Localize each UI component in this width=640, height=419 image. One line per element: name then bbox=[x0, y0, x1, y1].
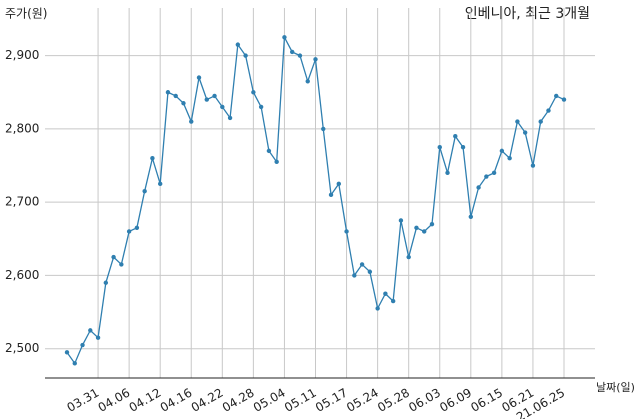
y-tick-label: 2,800 bbox=[5, 121, 39, 135]
data-point bbox=[460, 145, 466, 150]
data-point bbox=[189, 119, 194, 124]
data-point bbox=[390, 298, 396, 304]
x-tick-label: 04.12 bbox=[127, 386, 164, 415]
data-point bbox=[499, 148, 505, 154]
data-point bbox=[119, 262, 124, 267]
x-tick-label: 06.15 bbox=[468, 386, 505, 415]
data-point bbox=[429, 221, 435, 227]
data-point bbox=[220, 104, 225, 110]
data-point bbox=[142, 188, 147, 194]
x-axis-label: 날짜(일) bbox=[596, 380, 635, 394]
data-point bbox=[95, 335, 101, 340]
data-point bbox=[173, 93, 178, 99]
data-point bbox=[383, 291, 388, 296]
data-point bbox=[297, 53, 303, 58]
data-point bbox=[126, 229, 132, 234]
data-point bbox=[313, 57, 318, 62]
data-point bbox=[445, 170, 450, 176]
chart-title: 인베니아, 최근 3개월 bbox=[465, 6, 590, 22]
x-tick-label: 05.24 bbox=[344, 386, 381, 415]
data-point bbox=[328, 192, 334, 198]
data-point bbox=[538, 119, 543, 124]
data-point bbox=[453, 134, 458, 139]
x-tick-label: 05.28 bbox=[375, 386, 412, 415]
data-point bbox=[367, 269, 373, 274]
data-point bbox=[561, 97, 567, 102]
data-point bbox=[157, 181, 163, 187]
x-tick-label: 04.22 bbox=[189, 386, 226, 415]
x-tick-label: 04.06 bbox=[96, 386, 133, 415]
data-point bbox=[227, 115, 233, 121]
data-point bbox=[522, 130, 528, 135]
y-tick-label: 2,500 bbox=[5, 341, 39, 355]
y-tick-label: 2,700 bbox=[5, 195, 39, 209]
data-point bbox=[165, 90, 171, 95]
data-point bbox=[72, 361, 77, 366]
data-point bbox=[274, 159, 279, 165]
data-point bbox=[290, 49, 295, 55]
data-point bbox=[507, 155, 512, 161]
data-point bbox=[422, 229, 427, 234]
x-tick-label: 06.03 bbox=[406, 386, 443, 415]
data-point bbox=[134, 225, 140, 231]
data-point bbox=[282, 35, 287, 40]
data-point bbox=[204, 97, 209, 102]
data-point bbox=[554, 93, 559, 99]
x-tick-label: 03.31 bbox=[65, 386, 102, 415]
data-point bbox=[64, 350, 70, 355]
x-tick-label: 05.11 bbox=[282, 386, 319, 415]
data-point bbox=[468, 214, 474, 220]
x-tick-label: 04.16 bbox=[158, 386, 195, 415]
data-point bbox=[181, 101, 186, 106]
data-point bbox=[305, 79, 310, 84]
data-point bbox=[546, 108, 551, 113]
x-tick-label: 05.04 bbox=[251, 386, 288, 415]
data-point bbox=[530, 163, 536, 168]
data-point bbox=[359, 262, 365, 267]
data-point bbox=[243, 53, 248, 58]
x-tick-label: 06.09 bbox=[437, 386, 474, 415]
data-point bbox=[437, 145, 442, 150]
y-tick-label: 2,600 bbox=[5, 268, 39, 282]
data-point bbox=[406, 254, 411, 260]
data-point bbox=[80, 342, 85, 348]
y-tick-label: 2,900 bbox=[5, 48, 39, 62]
data-point bbox=[352, 273, 357, 278]
data-point bbox=[515, 119, 520, 124]
y-axis-label: 주가(원) bbox=[5, 7, 47, 21]
data-point bbox=[111, 254, 116, 260]
data-point bbox=[398, 218, 404, 223]
x-tick-label: 05.17 bbox=[313, 386, 350, 415]
data-point bbox=[476, 185, 481, 190]
data-point bbox=[258, 104, 264, 110]
data-point bbox=[344, 229, 349, 234]
data-point bbox=[491, 170, 497, 176]
data-point bbox=[196, 75, 202, 80]
data-point bbox=[88, 328, 93, 333]
data-point bbox=[414, 225, 419, 231]
data-point bbox=[375, 306, 380, 311]
data-point bbox=[212, 93, 217, 99]
data-point bbox=[484, 174, 489, 179]
x-tick-label: 04.28 bbox=[220, 386, 257, 415]
data-point bbox=[321, 126, 326, 132]
data-point bbox=[251, 90, 256, 95]
data-point bbox=[266, 148, 272, 154]
data-point bbox=[103, 280, 109, 285]
data-point bbox=[150, 155, 155, 161]
data-point bbox=[235, 42, 241, 47]
data-point bbox=[336, 181, 341, 187]
